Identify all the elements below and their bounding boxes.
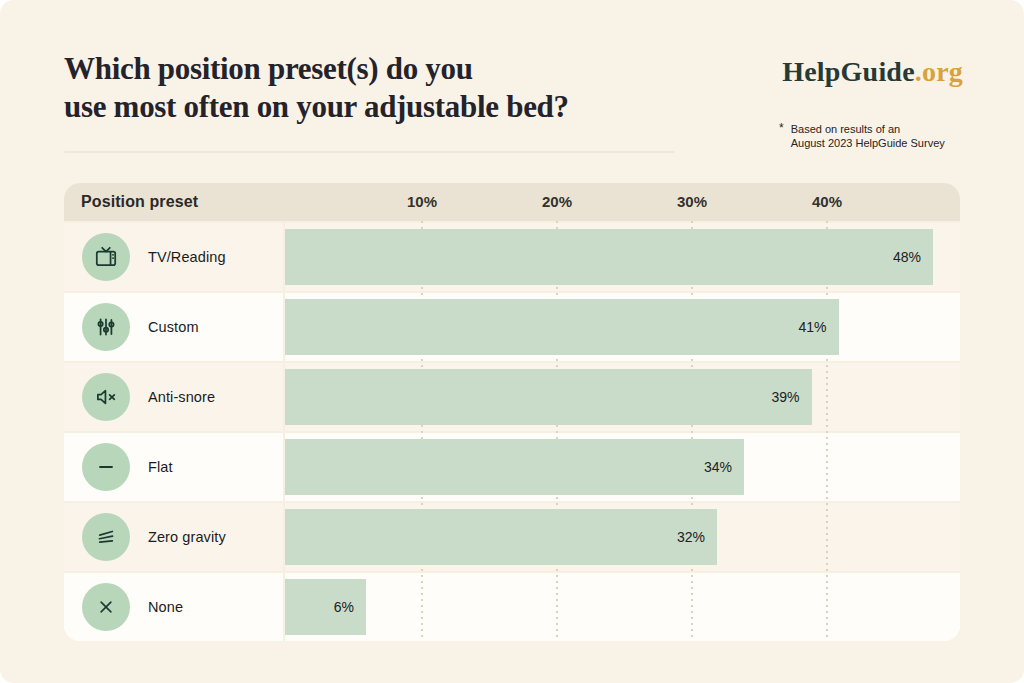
table-row-tv-reading: TV/Reading 48% xyxy=(64,221,960,291)
row-label-cell: Custom xyxy=(64,293,285,361)
icon-badge xyxy=(82,233,130,281)
row-label-cell: Zero gravity xyxy=(64,503,285,571)
bar-value-label: 48% xyxy=(893,249,921,265)
footnote-line-2: August 2023 HelpGuide Survey xyxy=(791,136,945,150)
category-label: Flat xyxy=(148,459,173,475)
footnote-line-1: Based on results of an xyxy=(791,122,945,136)
bar-none: 6% xyxy=(285,579,366,635)
row-label-cell: TV/Reading xyxy=(64,223,285,291)
bar-flat: 34% xyxy=(285,439,744,495)
survey-footnote: * Based on results of an August 2023 Hel… xyxy=(779,122,945,150)
row-label-cell: Flat xyxy=(64,433,285,501)
column-header-position-preset: Position preset xyxy=(81,183,198,221)
flat-line-icon xyxy=(93,454,119,480)
logo-text: HelpGuide xyxy=(782,56,915,87)
axis-tick-40: 40% xyxy=(812,183,842,220)
category-label: TV/Reading xyxy=(148,249,226,265)
bar-value-label: 32% xyxy=(677,529,705,545)
icon-badge xyxy=(82,583,130,631)
row-label-cell: None xyxy=(64,573,285,641)
bar-value-label: 6% xyxy=(334,599,354,615)
sliders-icon xyxy=(93,314,119,340)
bar-tv-reading: 48% xyxy=(285,229,933,285)
row-chart-cell: 6% xyxy=(285,573,960,641)
row-chart-cell: 34% xyxy=(285,433,960,501)
row-chart-cell: 32% xyxy=(285,503,960,571)
axis-tick-20: 20% xyxy=(542,183,572,220)
row-label-cell: Anti-snore xyxy=(64,363,285,431)
table-row-custom: Custom 41% xyxy=(64,291,960,361)
mute-icon xyxy=(93,384,119,410)
chart-header-row: Position preset 10% 20% 30% 40% xyxy=(64,183,960,221)
icon-badge xyxy=(82,513,130,561)
bar-zero-gravity: 32% xyxy=(285,509,717,565)
title-line-1: Which position preset(s) do you xyxy=(64,50,704,88)
zero-gravity-icon xyxy=(93,524,119,550)
category-label: Anti-snore xyxy=(148,389,215,405)
icon-badge xyxy=(82,303,130,351)
category-label: Zero gravity xyxy=(148,529,226,545)
title-line-2: use most often on your adjustable bed? xyxy=(64,88,704,126)
footnote-text: Based on results of an August 2023 HelpG… xyxy=(791,122,945,150)
icon-badge xyxy=(82,443,130,491)
icon-badge xyxy=(82,373,130,421)
bar-custom: 41% xyxy=(285,299,839,355)
axis-tick-30: 30% xyxy=(677,183,707,220)
page-title: Which position preset(s) do you use most… xyxy=(64,50,704,126)
title-divider xyxy=(64,151,675,153)
category-label: Custom xyxy=(148,319,199,335)
row-chart-cell: 39% xyxy=(285,363,960,431)
x-icon xyxy=(93,594,119,620)
bar-value-label: 34% xyxy=(704,459,732,475)
row-chart-cell: 48% xyxy=(285,223,960,291)
axis-tick-10: 10% xyxy=(407,183,437,220)
logo-tld: .org xyxy=(915,56,963,87)
bar-chart-table: Position preset 10% 20% 30% 40% xyxy=(64,183,960,641)
helpguide-logo: HelpGuide.org xyxy=(782,56,963,88)
category-label: None xyxy=(148,599,183,615)
tv-icon xyxy=(93,244,119,270)
bar-anti-snore: 39% xyxy=(285,369,812,425)
infographic-page: Which position preset(s) do you use most… xyxy=(0,0,1024,683)
bar-value-label: 39% xyxy=(771,389,799,405)
footnote-asterisk: * xyxy=(779,122,784,150)
bar-value-label: 41% xyxy=(798,319,826,335)
row-chart-cell: 41% xyxy=(285,293,960,361)
